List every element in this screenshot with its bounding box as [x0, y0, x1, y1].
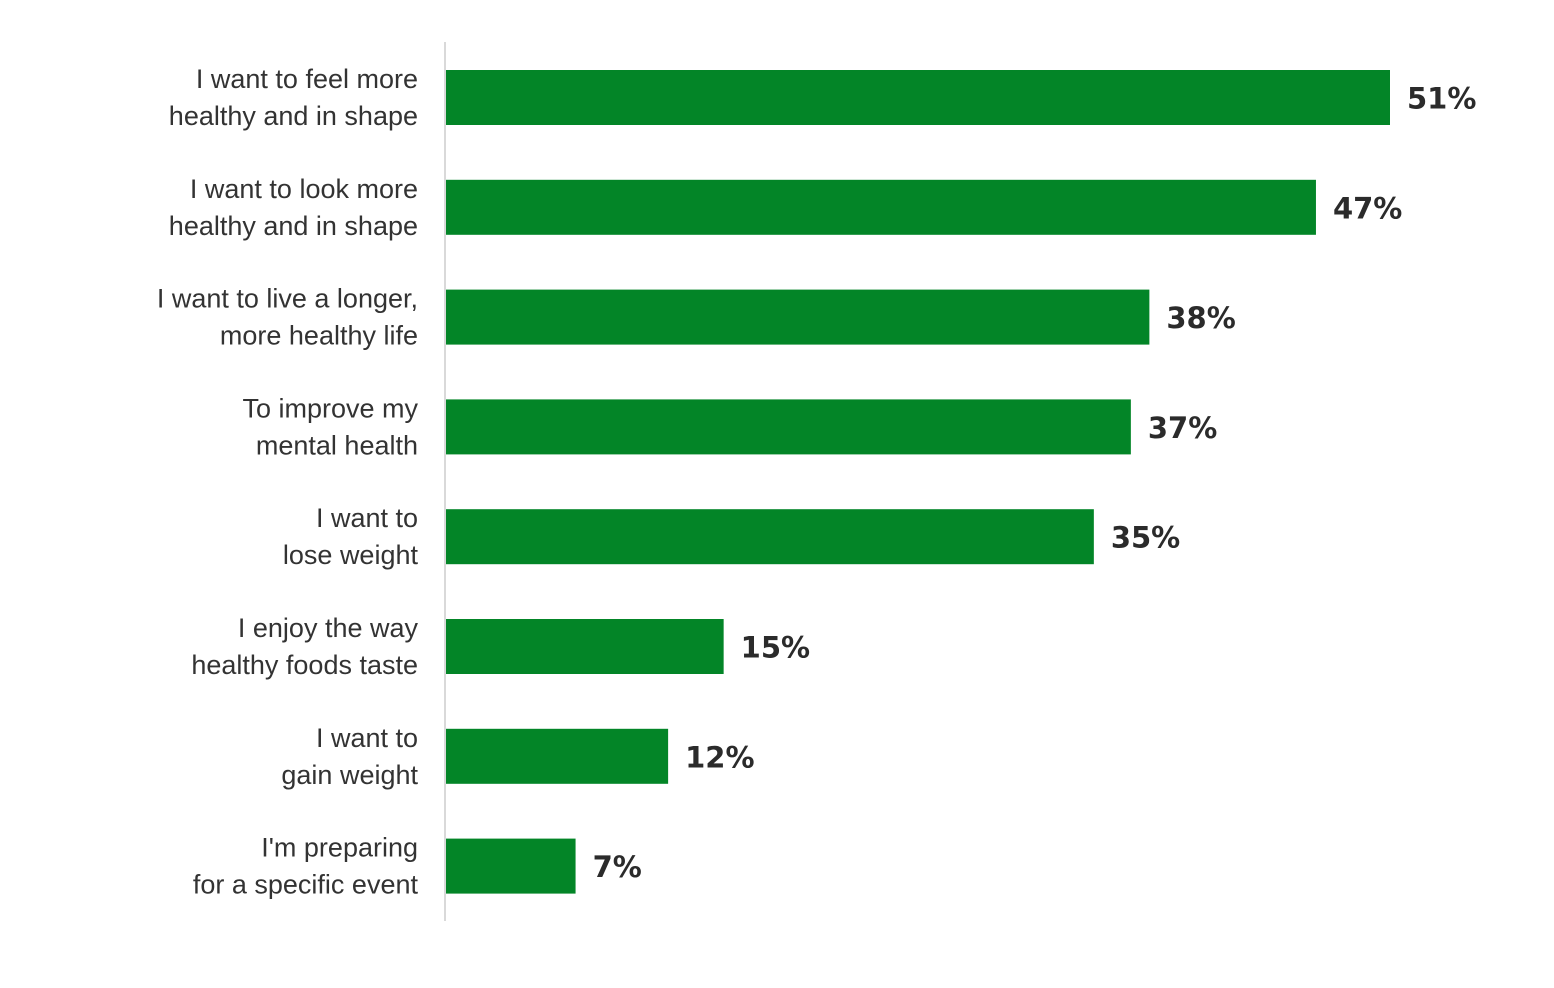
value-label: 15% [741, 631, 810, 665]
category-label: I want to look more healthy and in shape [169, 174, 418, 241]
category-label: I want to lose weight [283, 503, 419, 570]
category-label: I want to live a longer, more healthy lif… [157, 284, 418, 351]
category-label-line: gain weight [281, 760, 418, 790]
category-label-line: To improve my [242, 393, 418, 423]
value-label: 51% [1407, 82, 1476, 116]
category-label-line: I want to [316, 723, 418, 753]
bars-layer: 51% I want to feel more healthy and in sha… [157, 64, 1477, 900]
value-label: 35% [1111, 521, 1180, 555]
category-label: I'm preparing for a specific event [193, 833, 419, 900]
bar [446, 399, 1131, 455]
category-label-line: more healthy life [220, 321, 418, 351]
category-label-line: I want to look more [190, 174, 418, 204]
value-label: 7% [593, 850, 642, 884]
category-label-line: I enjoy the way [238, 613, 419, 643]
value-label: 47% [1333, 191, 1402, 225]
bar [446, 728, 669, 784]
value-label: 37% [1148, 411, 1217, 445]
category-label: I want to gain weight [281, 723, 418, 790]
category-label-line: lose weight [283, 540, 419, 570]
category-label-line: I want to [316, 503, 418, 533]
category-label-line: mental health [256, 430, 418, 460]
category-label-line: I want to feel more [196, 64, 418, 94]
category-label-line: I want to live a longer, [157, 284, 418, 314]
category-label-line: healthy foods taste [191, 650, 418, 680]
value-label: 12% [685, 740, 754, 774]
bar [446, 179, 1316, 235]
category-label-line: I'm preparing [261, 833, 418, 863]
bar [446, 509, 1094, 565]
category-label-line: healthy and in shape [169, 211, 418, 241]
category-label: I want to feel more healthy and in shape [169, 64, 418, 131]
category-label-line: for a specific event [193, 870, 419, 900]
bar [446, 838, 576, 894]
bar [446, 70, 1390, 125]
category-label: I enjoy the way healthy foods taste [191, 613, 418, 680]
bar [446, 619, 724, 674]
category-label: To improve my mental health [242, 393, 418, 460]
bar [446, 289, 1150, 345]
value-label: 38% [1166, 301, 1235, 335]
category-label-line: healthy and in shape [169, 101, 418, 131]
